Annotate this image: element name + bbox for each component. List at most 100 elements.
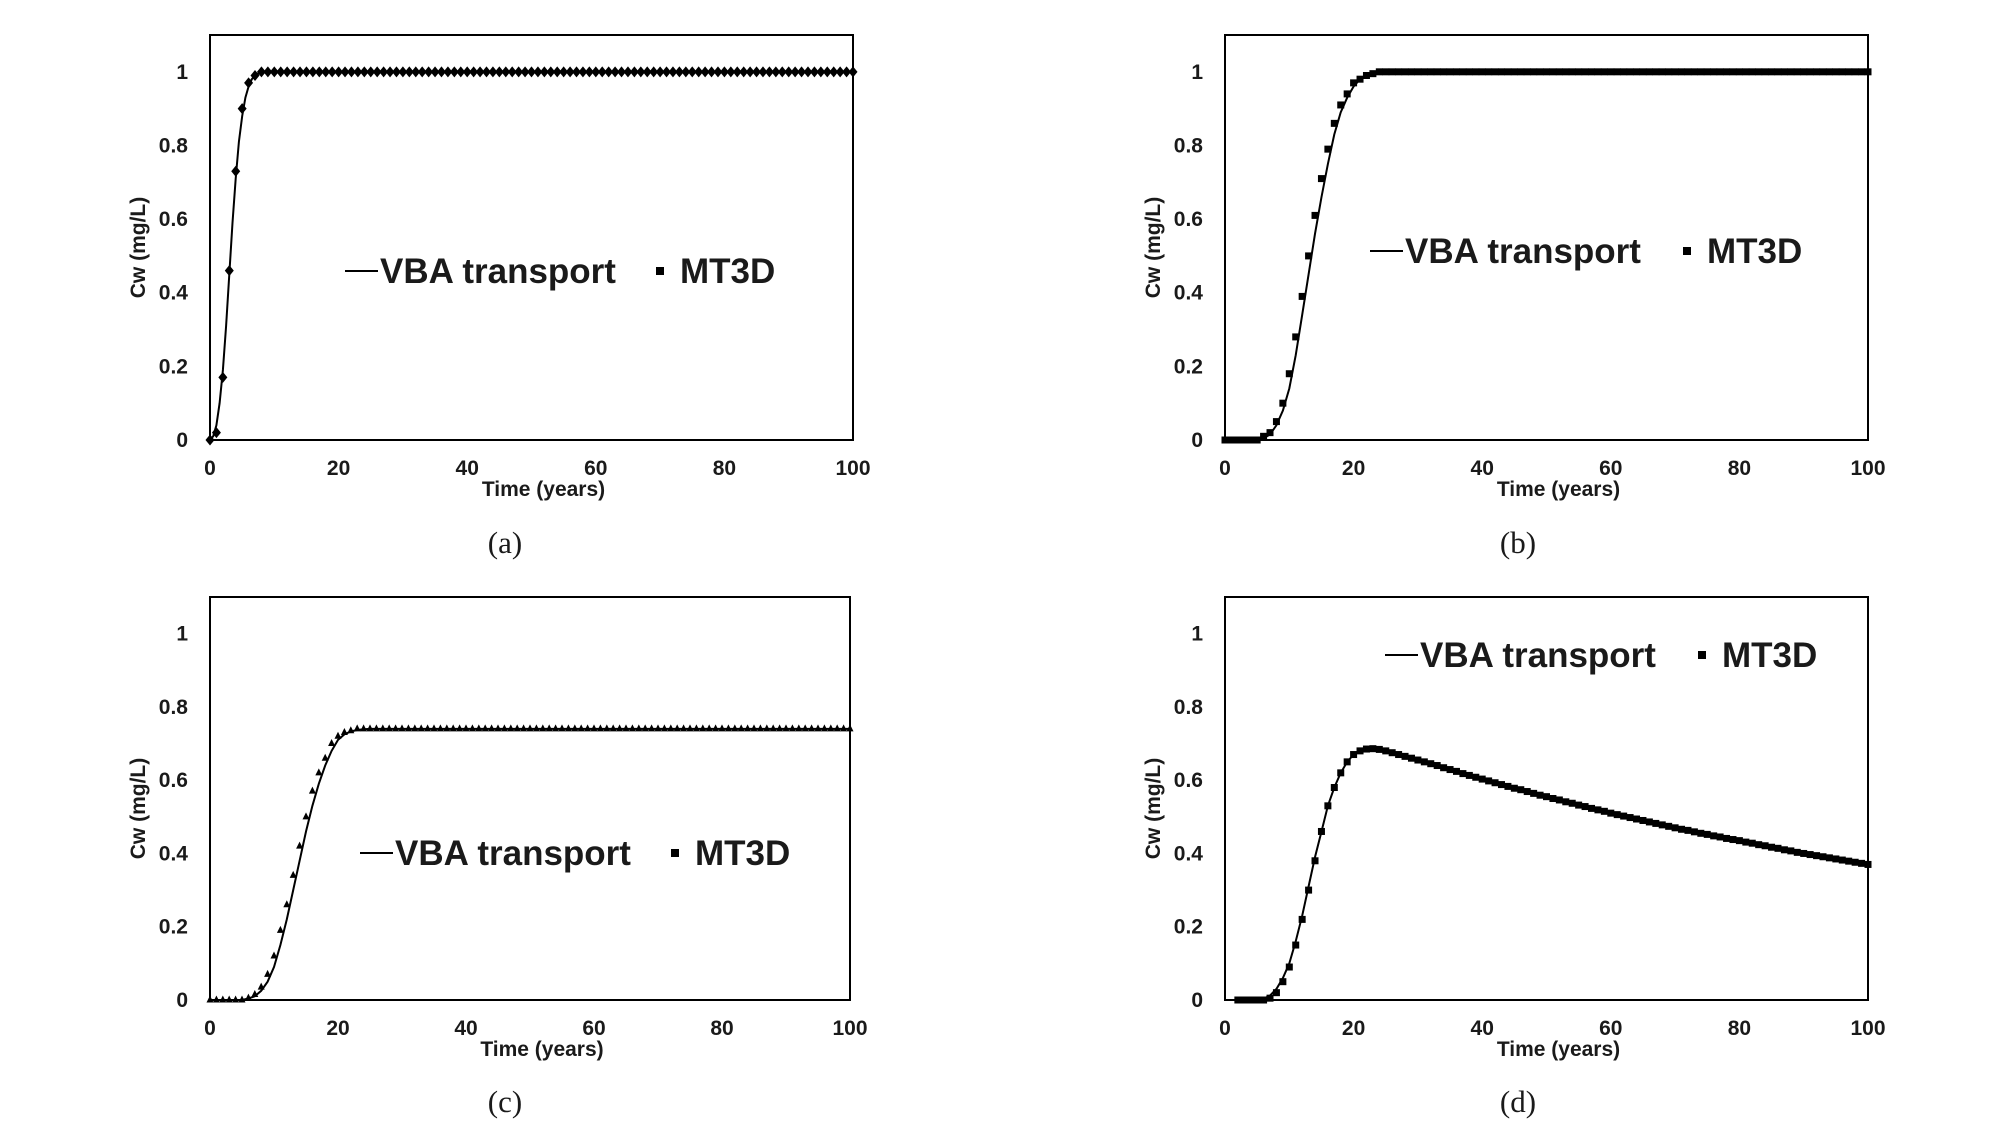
- mt3d-data-point: [379, 66, 389, 78]
- mt3d-data-point: [1678, 825, 1686, 833]
- mt3d-data-point: [533, 66, 543, 78]
- mt3d-data-point: [1703, 68, 1711, 76]
- mt3d-data-point: [1510, 68, 1518, 76]
- mt3d-data-point: [468, 724, 476, 732]
- mt3d-data-point: [1530, 68, 1538, 76]
- mt3d-data-point: [372, 66, 382, 78]
- plot-frame: [1224, 596, 1869, 1001]
- mt3d-data-point: [1491, 68, 1499, 76]
- mt3d-data-point: [1446, 766, 1454, 774]
- mt3d-data-point: [494, 724, 502, 732]
- mt3d-data-point: [1305, 252, 1313, 260]
- mt3d-data-point: [1780, 68, 1788, 76]
- mt3d-data-point: [1588, 68, 1596, 76]
- mt3d-data-point: [251, 990, 259, 998]
- mt3d-data-point: [270, 951, 278, 959]
- y-axis-label: Cw (mg/L): [1142, 197, 1165, 298]
- mt3d-data-point: [1697, 68, 1705, 76]
- mt3d-data-point: [718, 724, 726, 732]
- y-tick-label: 0.4: [159, 842, 189, 865]
- mt3d-data-point: [654, 724, 662, 732]
- mt3d-data-point: [340, 728, 348, 736]
- mt3d-data-point: [680, 724, 688, 732]
- legend-label-mt3d: MT3D: [680, 252, 775, 291]
- mt3d-data-point: [1362, 72, 1370, 79]
- mt3d-data-point: [469, 66, 479, 78]
- mt3d-data-point: [1671, 824, 1679, 832]
- mt3d-data-point: [814, 724, 822, 732]
- mt3d-data-point: [1832, 68, 1840, 76]
- mt3d-data-point: [1710, 832, 1718, 840]
- mt3d-data-point: [848, 66, 858, 78]
- mt3d-data-point: [1324, 802, 1332, 810]
- mt3d-data-point: [1491, 779, 1499, 787]
- mt3d-data-point: [392, 724, 400, 732]
- mt3d-data-point: [283, 900, 291, 908]
- mt3d-data-point: [315, 768, 323, 776]
- mt3d-data-point: [527, 66, 536, 78]
- mt3d-data-point: [1768, 843, 1776, 851]
- legend-label-vba-transport: VBA transport: [1405, 232, 1641, 271]
- mt3d-data-point: [1800, 849, 1808, 857]
- mt3d-data-point: [1845, 857, 1853, 865]
- mt3d-data-point: [1697, 829, 1705, 837]
- mt3d-data-point: [1440, 764, 1448, 772]
- x-tick-label: 80: [710, 1017, 733, 1040]
- mt3d-data-point: [1407, 754, 1415, 762]
- mt3d-data-point: [1575, 68, 1583, 76]
- mt3d-data-point: [1793, 68, 1801, 76]
- mt3d-data-point: [1594, 68, 1602, 76]
- mt3d-data-point: [539, 66, 549, 78]
- mt3d-data-point: [321, 753, 329, 761]
- mt3d-data-point: [1549, 795, 1557, 802]
- mt3d-data-point: [662, 66, 672, 78]
- mt3d-data-point: [462, 66, 472, 78]
- y-tick-label: 0.2: [159, 916, 188, 939]
- mt3d-data-point: [1292, 941, 1300, 949]
- mt3d-data-point: [827, 724, 835, 732]
- mt3d-data-point: [1549, 68, 1557, 76]
- mt3d-data-point: [795, 724, 803, 732]
- mt3d-data-point: [539, 724, 547, 732]
- mt3d-data-point: [840, 724, 848, 732]
- mt3d-data-point: [488, 724, 496, 732]
- mt3d-data-point: [1272, 989, 1280, 997]
- mt3d-data-point: [282, 66, 292, 78]
- mt3d-data-point: [256, 66, 266, 78]
- x-axis-label: Time (years): [1497, 478, 1620, 501]
- chart-panel-b: 0 0.2 0.4 0.6 0.8 1 0 20 40 60 80 100 Time (years) Cw…: [1142, 34, 1886, 560]
- y-tick-label: 0: [1191, 429, 1203, 452]
- mt3d-data-point: [385, 724, 393, 732]
- mt3d-data-point: [404, 66, 414, 78]
- mt3d-data-point: [1703, 830, 1711, 838]
- mt3d-data-point: [237, 103, 247, 115]
- mt3d-data-point: [1497, 68, 1505, 76]
- mt3d-data-point: [1735, 68, 1743, 76]
- mt3d-data-point: [366, 66, 376, 78]
- y-tick-label: 0.2: [1174, 355, 1203, 378]
- mt3d-data-point: [359, 66, 369, 78]
- mt3d-data-point: [1530, 789, 1538, 797]
- y-tick-label: 1: [176, 61, 188, 84]
- mt3d-data-point: [1536, 791, 1544, 799]
- mt3d-data-point: [456, 724, 464, 732]
- mt3d-data-point: [1459, 68, 1467, 76]
- mt3d-data-point: [1247, 996, 1255, 1004]
- mt3d-data-point: [681, 66, 691, 78]
- mt3d-data-point: [552, 66, 562, 78]
- mt3d-data-point: [699, 724, 707, 732]
- mt3d-data-point: [835, 66, 845, 78]
- mt3d-data-point: [302, 812, 310, 820]
- plot-frame: [1224, 34, 1869, 441]
- mt3d-data-point: [1851, 858, 1859, 866]
- mt3d-data-point: [398, 724, 406, 732]
- mt3d-data-point: [1375, 745, 1383, 753]
- mt3d-data-point: [211, 427, 221, 439]
- legend-label-mt3d: MT3D: [1722, 636, 1817, 675]
- x-tick-label: 60: [582, 1017, 605, 1040]
- mt3d-data-point: [628, 724, 636, 732]
- mt3d-data-point: [777, 66, 787, 78]
- mt3d-data-point: [648, 724, 656, 732]
- mt3d-data-point: [218, 371, 228, 383]
- mt3d-data-point: [1362, 745, 1370, 753]
